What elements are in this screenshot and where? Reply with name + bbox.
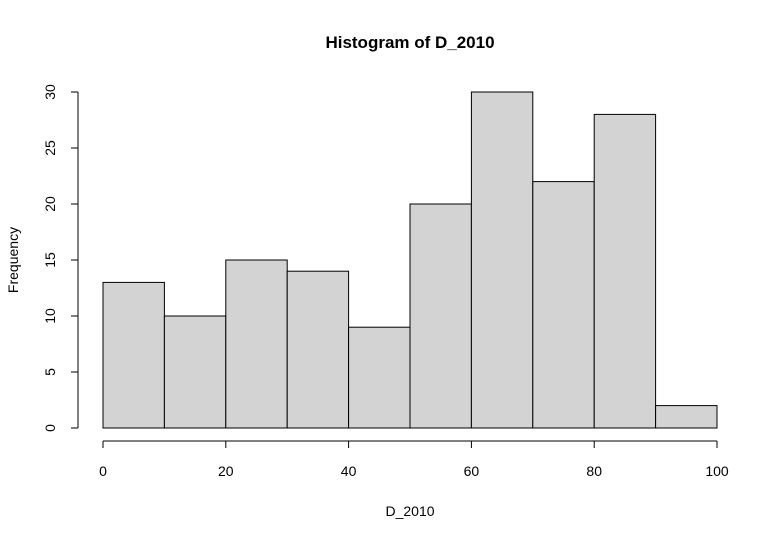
- histogram-bar: [102, 281, 165, 429]
- y-tick-label: 30: [42, 84, 58, 100]
- y-tick-label: 15: [42, 252, 58, 268]
- y-tick-label: 0: [42, 424, 58, 432]
- histogram-bar: [286, 270, 350, 429]
- y-axis-label: Frequency: [5, 227, 21, 293]
- histogram-bar: [409, 203, 472, 429]
- x-tick-label: 80: [586, 463, 602, 479]
- x-axis: 0 20 40 60 80 100: [99, 440, 729, 479]
- histogram-bar: [593, 113, 657, 429]
- x-tick-label: 60: [464, 463, 480, 479]
- histogram-bar: [655, 405, 718, 429]
- histogram-bar: [532, 181, 595, 429]
- bars-group: [102, 91, 718, 429]
- y-tick-label: 5: [42, 368, 58, 376]
- chart-title: Histogram of D_2010: [325, 33, 494, 52]
- y-tick-label: 10: [42, 308, 58, 324]
- x-axis-label: D_2010: [385, 503, 434, 519]
- histogram-bar: [348, 326, 411, 429]
- x-tick-label: 100: [705, 463, 729, 479]
- y-axis: 0 5 10 15 20 25 30: [42, 84, 79, 432]
- x-tick-label: 0: [99, 463, 107, 479]
- x-tick-label: 40: [341, 463, 357, 479]
- histogram-bar: [470, 91, 534, 429]
- x-tick-label: 20: [218, 463, 234, 479]
- histogram-bar: [225, 259, 288, 429]
- histogram-bar: [163, 315, 227, 429]
- y-tick-label: 25: [42, 140, 58, 156]
- y-tick-label: 20: [42, 196, 58, 212]
